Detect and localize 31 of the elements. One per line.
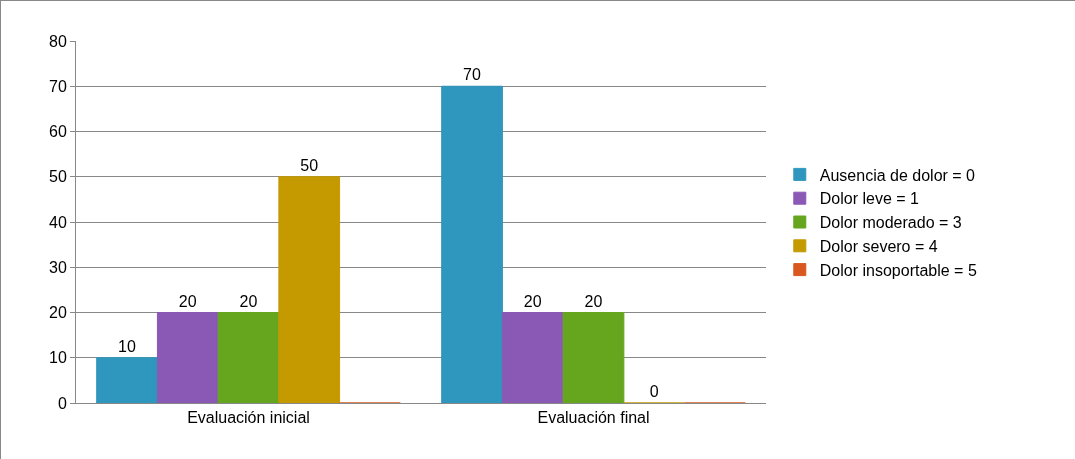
x-tick-label: Evaluación inicial bbox=[187, 409, 310, 427]
legend-label: Dolor insoportable = 5 bbox=[819, 261, 977, 279]
y-tick-label: 0 bbox=[57, 394, 67, 412]
x-tick-label: Evaluación final bbox=[537, 409, 650, 427]
y-tick-label: 10 bbox=[49, 349, 67, 367]
legend-label: Dolor severo = 4 bbox=[819, 238, 938, 256]
y-tick-label: 80 bbox=[49, 32, 67, 50]
data-label: 50 bbox=[300, 156, 319, 174]
data-label: 70 bbox=[463, 66, 482, 84]
data-label: 20 bbox=[239, 292, 258, 310]
bar bbox=[278, 176, 341, 403]
legend-label: Ausencia de dolor = 0 bbox=[819, 166, 976, 184]
y-tick-label: 20 bbox=[49, 304, 67, 322]
y-tick-label: 60 bbox=[49, 123, 67, 141]
y-tick-label: 50 bbox=[49, 168, 67, 186]
data-label: 20 bbox=[523, 292, 542, 310]
bar bbox=[562, 312, 625, 403]
bar bbox=[156, 312, 219, 403]
bar bbox=[96, 357, 158, 403]
data-label: 20 bbox=[178, 292, 197, 310]
data-label: 20 bbox=[584, 292, 603, 310]
data-label: 0 bbox=[649, 383, 659, 400]
legend-label: Dolor moderado = 3 bbox=[819, 214, 962, 232]
y-tick-label: 40 bbox=[49, 213, 67, 231]
y-tick-label: 30 bbox=[49, 258, 67, 276]
bar bbox=[217, 312, 280, 403]
y-tick-label: 70 bbox=[49, 77, 67, 95]
bar bbox=[501, 312, 564, 403]
legend-label: Dolor leve = 1 bbox=[819, 190, 920, 208]
bar bbox=[441, 85, 503, 403]
data-label: 10 bbox=[118, 337, 137, 355]
